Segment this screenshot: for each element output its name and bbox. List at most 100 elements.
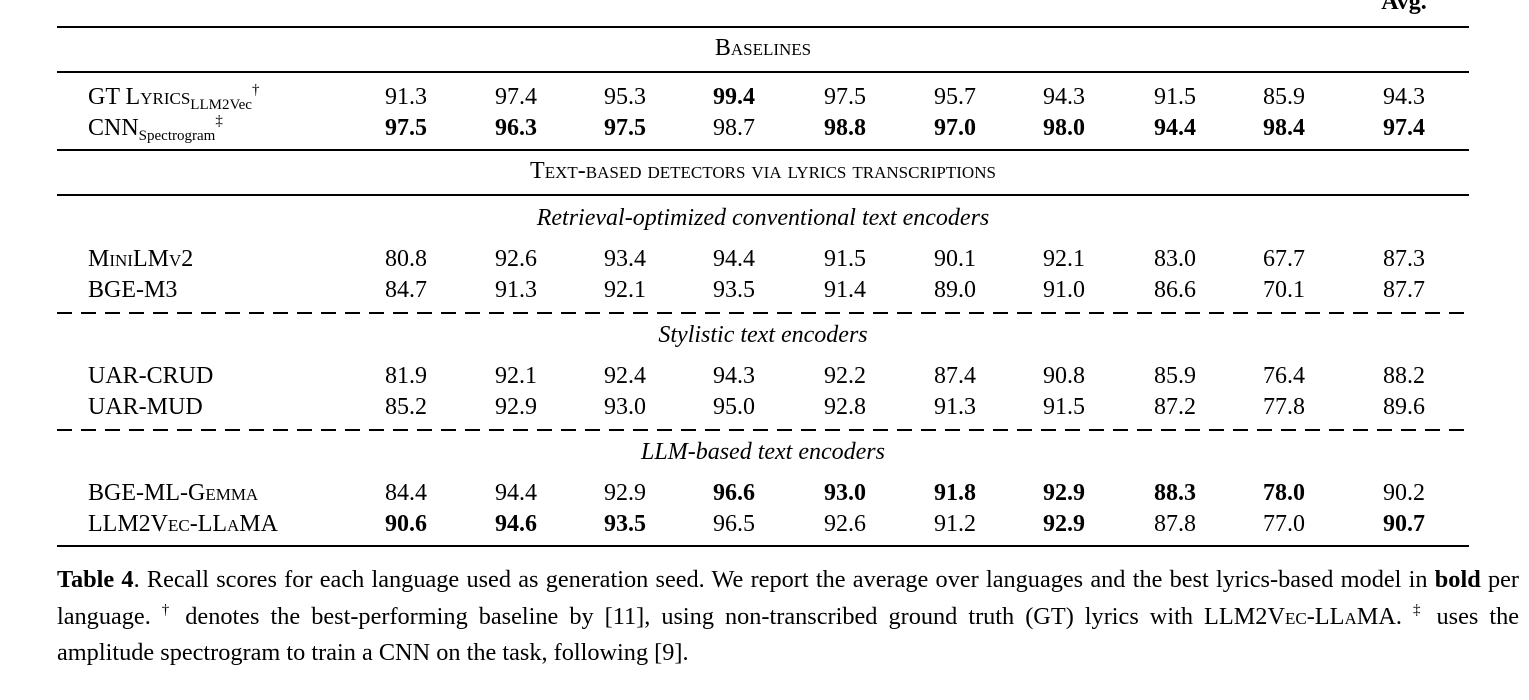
cell-value: 95.3	[604, 84, 646, 110]
cell-value: 94.6	[495, 511, 537, 537]
cell-value: 91.5	[1154, 84, 1196, 110]
cell-value: 85.9	[1154, 363, 1196, 389]
name: UAR-CRUD	[88, 363, 214, 389]
name-subscript: LLM2Vec	[190, 97, 252, 113]
name: BGE-ML-Gemma	[88, 480, 259, 506]
cell-value: 92.9	[1043, 511, 1085, 537]
cell-value: 88.3	[1154, 480, 1196, 506]
cell-value: 84.4	[385, 480, 427, 506]
cell-value: 87.7	[1383, 277, 1425, 303]
cell-value: 67.7	[1263, 246, 1305, 272]
cell-value: 91.3	[385, 84, 427, 110]
avg-header: Avg.	[1381, 0, 1427, 15]
name-superscript: †	[251, 82, 260, 98]
cell-value: 90.2	[1383, 480, 1425, 506]
dashed-rule	[57, 429, 1469, 431]
cell-value: 87.3	[1383, 246, 1425, 272]
cell-value: 90.8	[1043, 363, 1085, 389]
cell-value: 99.4	[713, 84, 755, 110]
caption-text: . Recall scores for each language used a…	[133, 566, 1435, 593]
cell-value: 77.0	[1263, 511, 1305, 537]
row-name: BGE-ML-Gemma	[88, 479, 258, 507]
cell-value: 91.5	[824, 246, 866, 272]
cell-value: 94.4	[495, 480, 537, 506]
name-subscript: Spectrogram	[138, 128, 216, 144]
cell-value: 92.6	[495, 246, 537, 272]
cell-value: 93.5	[604, 511, 646, 537]
cell-value: 95.7	[934, 84, 976, 110]
cell-value: 87.2	[1154, 394, 1196, 420]
rule	[57, 71, 1469, 73]
row-name: CNNSpectrogram‡	[88, 113, 223, 144]
cell-value: 91.2	[934, 511, 976, 537]
cell-value: 92.6	[824, 511, 866, 537]
caption-text: LLM2Vec-LLaMA	[1204, 602, 1396, 630]
cell-value: 96.6	[713, 480, 755, 506]
cell-value: 96.5	[713, 511, 755, 537]
cell-value: 98.8	[824, 115, 866, 141]
row-name: BGE-M3	[88, 276, 177, 304]
cell-value: 92.1	[604, 277, 646, 303]
name-superscript: ‡	[215, 113, 223, 129]
cell-value: 88.2	[1383, 363, 1425, 389]
caption-text: uses the amplitude spectrogram to train …	[57, 602, 1520, 667]
cell-value: 85.2	[385, 394, 427, 420]
caption-text: per language.	[57, 566, 1519, 630]
cell-value: 95.0	[713, 394, 755, 420]
name: LLM2Vec-LLaMA	[88, 511, 278, 537]
cell-value: 93.0	[824, 480, 866, 506]
cell-value: 77.8	[1263, 394, 1305, 420]
caption-text: †	[161, 601, 175, 618]
cell-value: 90.1	[934, 246, 976, 272]
name: UAR-MUD	[88, 394, 203, 420]
section-title: Baselines	[714, 35, 812, 61]
cell-value: 93.4	[604, 246, 646, 272]
cell-value: 97.4	[495, 84, 537, 110]
cell-value: 89.6	[1383, 394, 1425, 420]
cell-value: 91.5	[1043, 394, 1085, 420]
section-title: Text-based detectors via lyrics transcri…	[530, 158, 996, 184]
cell-value: 94.3	[1043, 84, 1085, 110]
cell-value: 90.7	[1383, 511, 1425, 537]
group-subtitle: Retrieval-optimized conventional text en…	[536, 205, 990, 231]
cell-value: 76.4	[1263, 363, 1305, 389]
caption-text: .	[1395, 602, 1414, 630]
name: BGE-M3	[88, 277, 178, 303]
cell-value: 91.8	[934, 480, 976, 506]
name: CNN	[88, 115, 139, 141]
cell-value: 78.0	[1263, 480, 1305, 506]
caption-text: ‡	[1413, 601, 1426, 618]
cell-value: 91.0	[1043, 277, 1085, 303]
cell-value: 97.5	[385, 115, 427, 141]
cell-value: 98.0	[1043, 115, 1085, 141]
cell-value: 91.4	[824, 277, 866, 303]
cell-value: 80.8	[385, 246, 427, 272]
cell-value: 92.8	[824, 394, 866, 420]
cell-value: 84.7	[385, 277, 427, 303]
cell-value: 83.0	[1154, 246, 1196, 272]
cell-value: 94.4	[713, 246, 755, 272]
cell-value: 94.3	[1383, 84, 1425, 110]
cell-value: 89.0	[934, 277, 976, 303]
cell-value: 85.9	[1263, 84, 1305, 110]
cell-value: 92.1	[1043, 246, 1085, 272]
rule	[57, 149, 1469, 151]
cell-value: 97.4	[1383, 115, 1425, 141]
cell-value: 87.4	[934, 363, 976, 389]
cell-value: 92.9	[1043, 480, 1085, 506]
caption: Table 4. Recall scores for each language…	[57, 562, 1519, 672]
cell-value: 93.0	[604, 394, 646, 420]
cell-value: 91.3	[495, 277, 537, 303]
row-name: UAR-MUD	[88, 393, 203, 421]
cell-value: 94.4	[1154, 115, 1196, 141]
cell-value: 90.6	[385, 511, 427, 537]
cell-value: 70.1	[1263, 277, 1305, 303]
caption-text: Table 4	[57, 566, 134, 593]
group-subtitle: LLM-based text encoders	[641, 439, 885, 465]
caption-text: denotes the best-performing baseline by …	[174, 602, 1205, 630]
rule	[57, 545, 1469, 547]
row-name: GT LyricsLLM2Vec†	[88, 82, 260, 113]
rule	[57, 194, 1469, 196]
cell-value: 87.8	[1154, 511, 1196, 537]
